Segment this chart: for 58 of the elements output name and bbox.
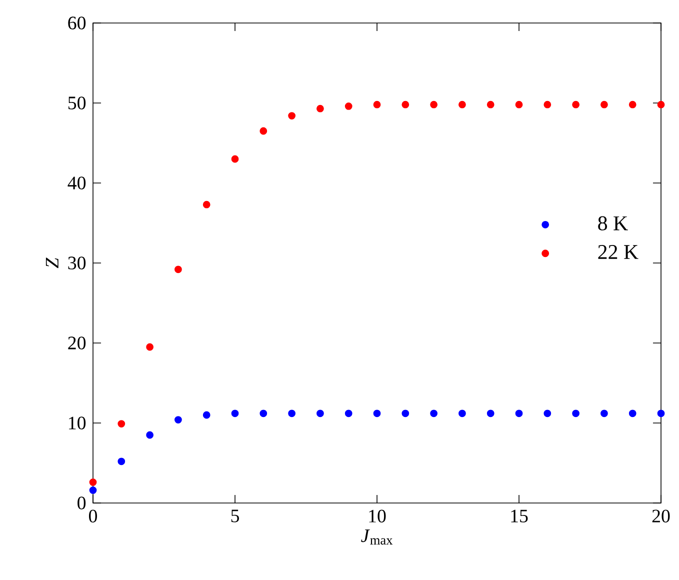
point — [544, 100, 552, 108]
point — [118, 458, 126, 466]
point — [544, 410, 552, 418]
point — [430, 100, 438, 108]
legend-label: 8 K — [598, 216, 628, 230]
x-tick-label: 15 — [511, 510, 528, 522]
point — [202, 200, 210, 208]
x-tick-label: 0 — [88, 510, 97, 522]
x-tick-label: 10 — [369, 510, 386, 522]
point — [458, 410, 466, 418]
point — [430, 410, 438, 418]
point — [288, 112, 296, 120]
y-tick-label: 40 — [68, 176, 86, 190]
point — [316, 410, 324, 418]
x-axis-title: J$_{max}$ — [361, 530, 393, 545]
point — [628, 410, 636, 418]
point — [515, 410, 523, 418]
point — [600, 100, 608, 108]
point — [146, 431, 154, 439]
point — [174, 416, 182, 424]
y-tick-label: 20 — [68, 336, 86, 350]
point — [458, 100, 466, 108]
point — [316, 104, 324, 112]
point — [628, 100, 636, 108]
x-tick-label: 5 — [231, 510, 239, 522]
point — [486, 410, 494, 418]
point — [657, 100, 665, 108]
point — [344, 102, 352, 110]
point — [118, 420, 126, 428]
point — [231, 155, 239, 163]
point — [657, 410, 665, 418]
point — [260, 410, 268, 418]
y-axis-title: Z — [46, 258, 58, 268]
point — [288, 410, 296, 418]
point — [89, 486, 97, 494]
point — [373, 410, 381, 418]
point — [260, 127, 268, 135]
y-tick-label: 50 — [68, 96, 86, 110]
point — [344, 410, 352, 418]
legend-label: 22 K — [598, 245, 638, 259]
x-tick-label: 20 — [652, 510, 670, 522]
point — [89, 478, 97, 486]
y-tick-label: 60 — [68, 16, 86, 30]
point — [402, 410, 410, 418]
point — [231, 410, 239, 418]
point — [486, 100, 494, 108]
point — [402, 100, 410, 108]
point — [572, 100, 580, 108]
y-tick-label: 0 — [78, 496, 86, 510]
point — [572, 410, 580, 418]
point — [600, 410, 608, 418]
y-tick-label: 10 — [69, 416, 86, 430]
point — [202, 411, 210, 419]
point — [515, 100, 523, 108]
y-tick-label: 30 — [68, 256, 86, 270]
point — [174, 266, 182, 274]
point — [146, 343, 154, 351]
point — [373, 100, 381, 108]
